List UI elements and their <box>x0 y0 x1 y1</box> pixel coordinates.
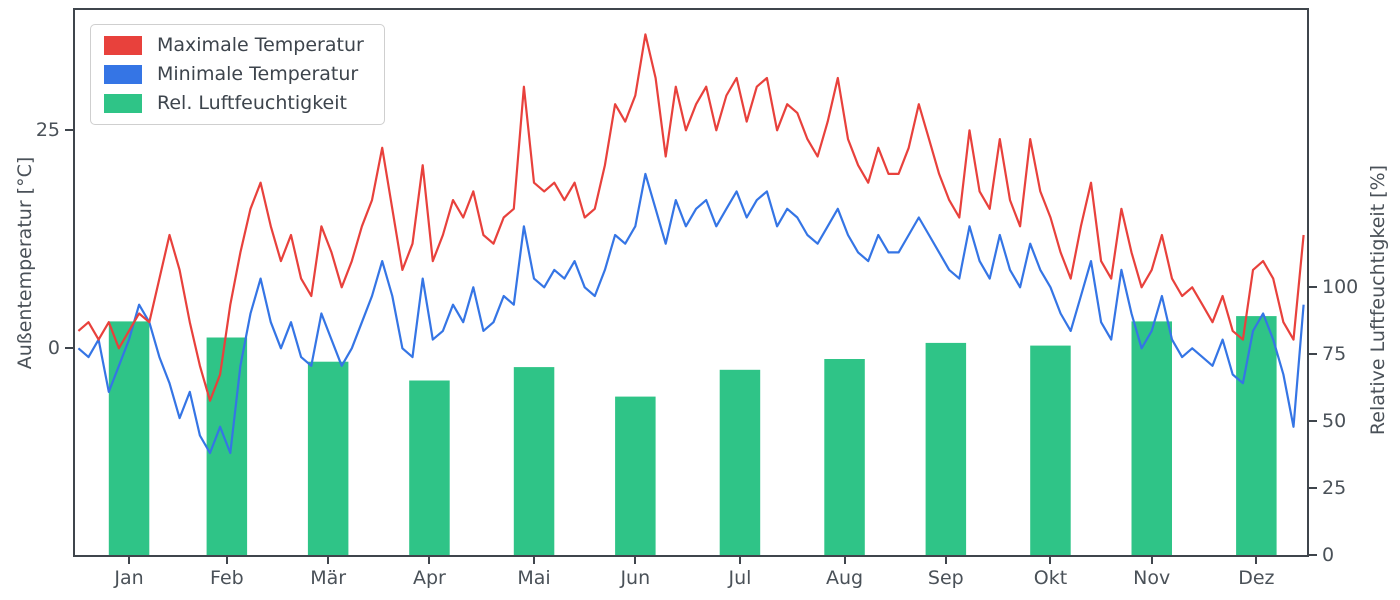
right-tick-label: 25 <box>1322 476 1347 499</box>
x-tick-label: Sep <box>927 567 964 589</box>
humidity-bar <box>615 396 656 555</box>
x-tick-label: Feb <box>210 567 244 589</box>
humidity-bar <box>513 367 555 555</box>
right-tick-mark <box>1309 554 1317 556</box>
humidity-bar <box>1236 316 1277 555</box>
legend-item-min-temp: Minimale Temperatur <box>104 65 364 84</box>
legend-label: Maximale Temperatur <box>157 34 364 56</box>
right-axis-label: Relative Luftfeuchtigkeit [%] <box>1367 164 1389 436</box>
x-tick-label: Apr <box>412 567 446 589</box>
x-tick-mark <box>533 557 536 564</box>
x-tick-label: Dez <box>1238 567 1275 589</box>
x-tick-label: Jun <box>620 567 651 589</box>
humidity-bar <box>719 369 761 555</box>
x-tick-label: Jul <box>728 567 752 589</box>
x-tick-mark <box>1049 557 1052 564</box>
right-tick-label: 75 <box>1322 342 1347 365</box>
x-tick-mark <box>225 557 228 564</box>
legend-label: Rel. Luftfeuchtigkeit <box>157 92 347 114</box>
right-tick-mark <box>1309 486 1317 489</box>
left-tick-label: 0 <box>47 337 60 360</box>
x-tick-mark <box>428 557 431 564</box>
max-temp-line <box>77 33 1305 402</box>
min-temp-swatch <box>104 65 142 84</box>
right-tick-mark <box>1309 285 1317 288</box>
x-tick-mark <box>944 557 947 564</box>
humidity-bar <box>108 321 150 555</box>
humidity-bar <box>409 380 450 555</box>
humidity-bar <box>307 361 349 555</box>
x-tick-label: Mär <box>310 567 347 589</box>
x-tick-mark <box>327 557 330 564</box>
legend-label: Minimale Temperatur <box>157 63 359 85</box>
legend-item-max-temp: Maximale Temperatur <box>104 36 364 55</box>
x-tick-mark <box>1255 557 1258 564</box>
x-tick-mark <box>843 557 846 564</box>
x-tick-mark <box>634 557 637 564</box>
right-tick-label: 0 <box>1322 544 1335 566</box>
x-tick-label: Okt <box>1033 567 1068 589</box>
left-tick-mark <box>65 129 73 132</box>
right-tick-label: 50 <box>1322 409 1347 432</box>
plot-canvas <box>77 33 1305 555</box>
humidity-bar <box>1030 345 1071 555</box>
x-tick-label: Aug <box>826 567 864 589</box>
x-tick-label: Nov <box>1133 567 1171 589</box>
x-tick-mark <box>1150 557 1153 564</box>
humidity-bar <box>925 342 967 555</box>
humidity-bar <box>1131 321 1172 555</box>
x-tick-label: Jan <box>114 567 144 589</box>
x-tick-label: Mai <box>517 567 551 589</box>
left-tick-label: 25 <box>35 119 60 142</box>
legend-item-humidity: Rel. Luftfeuchtigkeit <box>104 94 364 113</box>
legend: Maximale Temperatur Minimale Temperatur … <box>90 24 385 125</box>
right-tick-mark <box>1309 419 1317 422</box>
max-temp-swatch <box>104 36 142 55</box>
x-tick-mark <box>128 557 130 564</box>
right-tick-label: 100 <box>1322 275 1359 298</box>
left-tick-mark <box>65 347 73 350</box>
humidity-bar <box>824 359 865 555</box>
min-temp-line <box>77 172 1305 455</box>
x-tick-mark <box>738 557 741 564</box>
right-tick-mark <box>1309 352 1317 355</box>
humidity-swatch <box>104 94 142 113</box>
